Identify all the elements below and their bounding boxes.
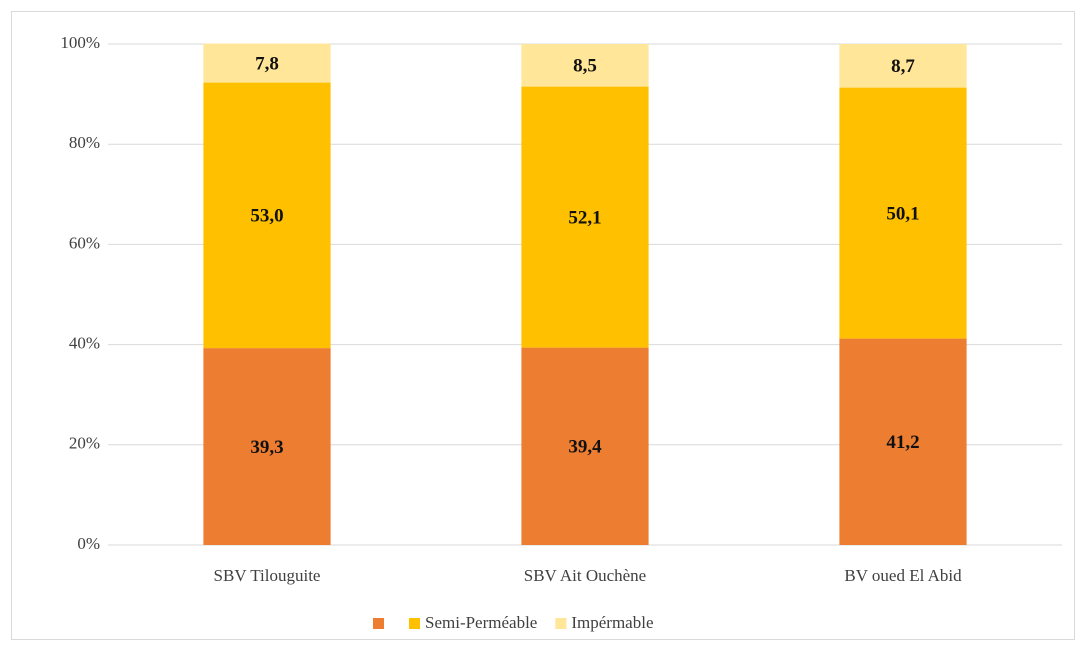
bar-segment bbox=[839, 44, 967, 88]
y-tick-label: 20% bbox=[69, 434, 100, 453]
x-tick-label: SBV Ait Ouchène bbox=[524, 566, 646, 585]
data-label: 52,1 bbox=[568, 207, 601, 228]
y-tick-label: 60% bbox=[69, 233, 100, 252]
bar-segment bbox=[203, 82, 331, 349]
data-label: 41,2 bbox=[886, 432, 919, 453]
data-label: 7,8 bbox=[255, 53, 279, 74]
x-tick-label: BV oued El Abid bbox=[844, 566, 962, 585]
y-tick-label: 40% bbox=[69, 334, 100, 353]
data-label: 53,0 bbox=[250, 206, 283, 227]
x-tick-label: SBV Tilouguite bbox=[214, 566, 321, 585]
data-label: 8,5 bbox=[573, 56, 597, 77]
bar-segment bbox=[203, 43, 331, 83]
data-label: 39,4 bbox=[568, 437, 602, 458]
bar-segment bbox=[839, 87, 967, 339]
legend-label: Semi-Perméable bbox=[425, 613, 537, 632]
y-tick-label: 0% bbox=[77, 534, 100, 553]
y-tick-label: 100% bbox=[60, 33, 100, 52]
data-label: 39,3 bbox=[250, 437, 283, 458]
bar-segment bbox=[203, 348, 331, 545]
data-label: 8,7 bbox=[891, 56, 915, 77]
y-tick-label: 80% bbox=[69, 133, 100, 152]
bar-segment bbox=[521, 44, 649, 87]
legend-swatch bbox=[409, 618, 420, 629]
legend-label: Impérmable bbox=[571, 613, 653, 632]
data-label: 50,1 bbox=[886, 203, 919, 224]
legend-swatch bbox=[555, 618, 567, 629]
bar-segment bbox=[521, 86, 649, 348]
legend-swatch bbox=[373, 618, 384, 629]
bar-segment bbox=[521, 347, 649, 545]
bar-segment bbox=[839, 338, 967, 545]
